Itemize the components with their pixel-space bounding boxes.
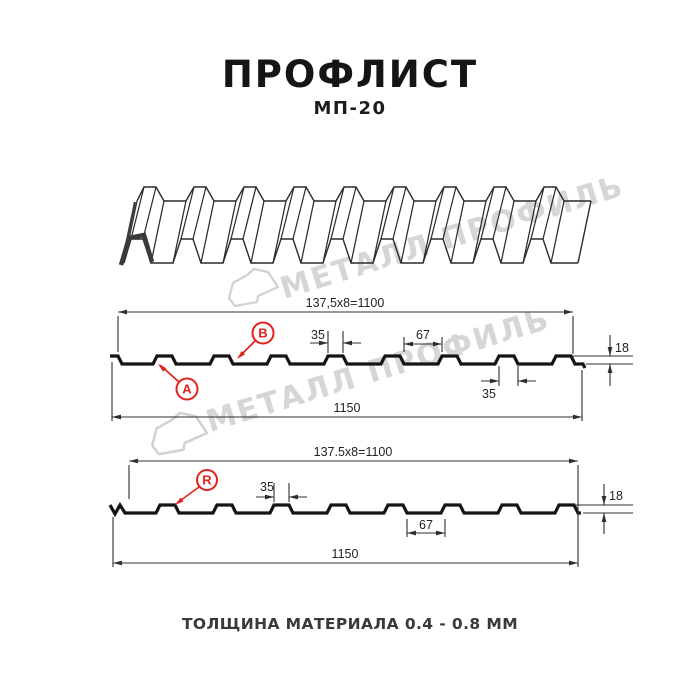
dim-overall-top-label: 1150: [334, 401, 361, 415]
dim-height-bottom-label: 18: [609, 489, 623, 503]
brand-watermark-text: МЕТАЛЛ ПРОФИЛЬ: [202, 302, 554, 440]
dim-pan-width-top: 67: [403, 328, 443, 352]
marker-r-letter: R: [202, 473, 212, 488]
dim-overall-bottom-label: 1150: [332, 547, 359, 561]
dim-rib-width-bottom-label: 35: [260, 480, 274, 494]
dim-rib-width-top-label: 35: [311, 328, 325, 342]
brand-logo-icon: [227, 267, 280, 308]
page-title: ПРОФЛИСТ: [221, 53, 479, 96]
marker-r: R: [175, 469, 218, 505]
marker-b-letter: B: [258, 326, 267, 341]
sheet-rib-lines: [123, 186, 565, 264]
dim-pitch-top-label: 137,5x8=1100: [306, 296, 385, 310]
dim-rib-bottom-width: 35: [481, 366, 536, 401]
marker-a-letter: A: [182, 382, 192, 397]
profile-top-group: 137,5x8=1100 35 67: [110, 296, 633, 421]
profile-top-outline: [110, 354, 587, 369]
dim-rib-width-bottom: 35: [256, 480, 307, 502]
profile-bottom-outline: [108, 501, 581, 518]
dim-height-top-label: 18: [615, 341, 629, 355]
dim-overall-bottom: 1150: [112, 517, 578, 567]
dim-height-bottom: 18: [576, 484, 633, 534]
dim-rib-width-top: 35: [310, 328, 361, 353]
dim-pitch-bottom-label: 137.5x8=1100: [314, 445, 393, 459]
brand-logo-icon: [150, 411, 209, 456]
marker-b: B: [237, 321, 275, 359]
dim-pan-width-bottom-label: 67: [419, 518, 433, 532]
dim-pan-width-bottom: 67: [406, 518, 446, 537]
sheet-3d-drawing: [118, 186, 592, 266]
dim-pitch-bottom: 137.5x8=1100: [128, 445, 579, 567]
dim-pitch-top: 137,5x8=1100: [117, 296, 574, 354]
dim-rib-bottom-width-label: 35: [482, 387, 496, 401]
brand-watermark-2: МЕТАЛЛ ПРОФИЛЬ: [150, 302, 554, 456]
dim-pan-width-top-label: 67: [416, 328, 430, 342]
dim-height-top: 18: [572, 335, 633, 386]
material-thickness-caption: ТОЛЩИНА МАТЕРИАЛА 0.4 - 0.8 ММ: [181, 615, 519, 633]
page-subtitle: МП-20: [313, 98, 387, 119]
dim-overall-top: 1150: [111, 362, 583, 421]
profile-bottom-group: 137.5x8=1100 35 67: [108, 445, 633, 567]
marker-a: A: [158, 364, 199, 401]
